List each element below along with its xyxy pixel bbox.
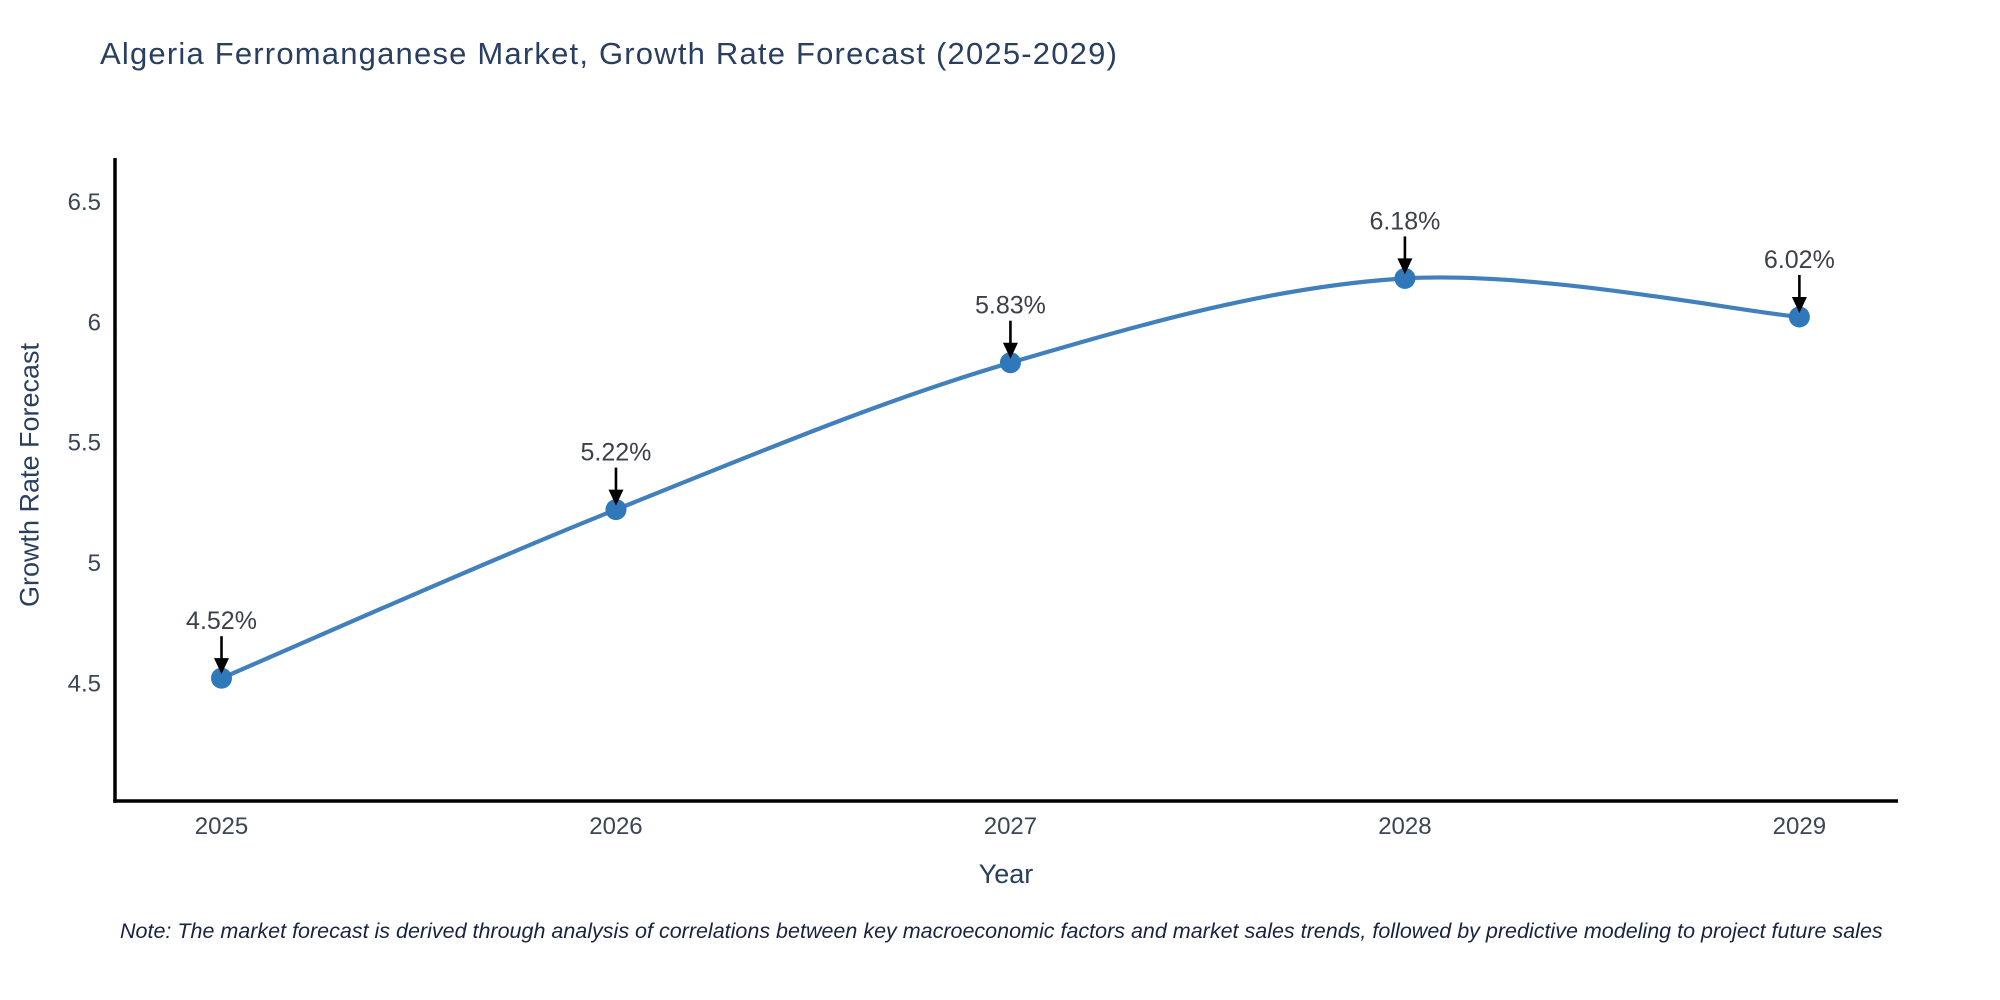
data-point-label: 4.52%	[186, 607, 257, 635]
annotation-arrowhead-icon	[1397, 258, 1413, 275]
y-tick-label: 5	[88, 550, 101, 577]
annotation-arrowhead-icon	[214, 658, 230, 675]
data-point-label: 6.02%	[1764, 246, 1835, 274]
x-tick-label: 2026	[589, 813, 642, 840]
x-tick-label: 2025	[195, 813, 248, 840]
x-tick-label: 2027	[984, 813, 1037, 840]
data-point-label: 6.18%	[1369, 207, 1440, 235]
y-axis-title-text: Growth Rate Forecast	[14, 342, 45, 608]
y-tick-label: 6	[88, 309, 101, 336]
chart-title: Algeria Ferromanganese Market, Growth Ra…	[100, 36, 1119, 71]
y-tick-label: 5.5	[68, 430, 101, 457]
annotation-arrowhead-icon	[608, 489, 624, 506]
y-tick-label: 6.5	[68, 189, 101, 216]
data-point-marker[interactable]	[211, 667, 233, 689]
annotation-arrowhead-icon	[1791, 296, 1807, 313]
data-point-marker[interactable]	[1788, 306, 1810, 328]
data-point-marker[interactable]	[1394, 267, 1416, 289]
x-tick-label: 2028	[1378, 813, 1431, 840]
data-point-label: 5.83%	[975, 292, 1046, 320]
x-axis-title: Year	[978, 859, 1034, 889]
annotation-arrowhead-icon	[1002, 342, 1018, 359]
x-tick-label: 2029	[1773, 813, 1826, 840]
data-point-marker[interactable]	[999, 352, 1021, 374]
y-tick-label: 4.5	[68, 670, 101, 697]
chart-footnote: Note: The market forecast is derived thr…	[120, 919, 1883, 943]
data-point-marker[interactable]	[605, 499, 627, 521]
data-point-label: 5.22%	[581, 439, 652, 467]
